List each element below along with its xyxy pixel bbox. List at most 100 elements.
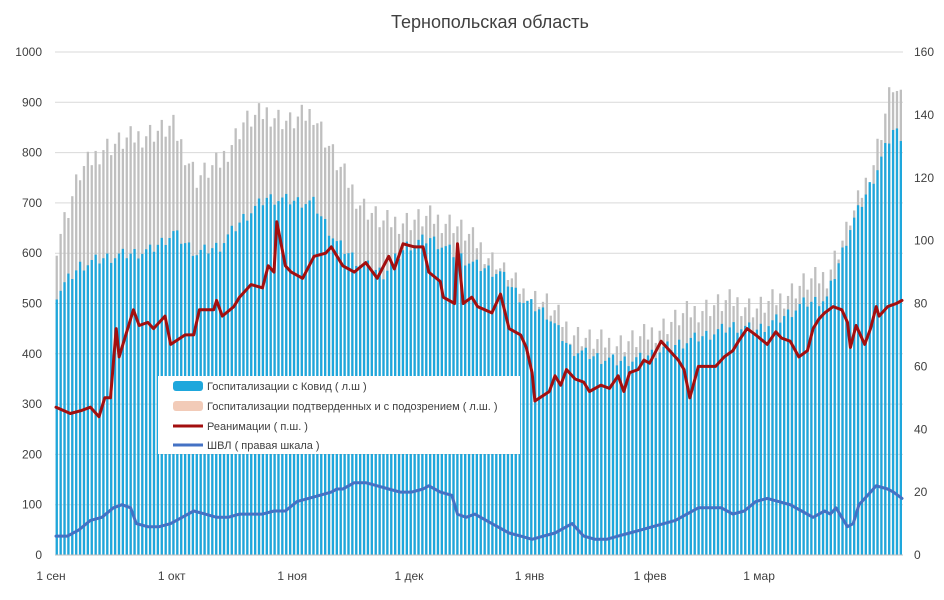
covid-bar	[565, 342, 568, 555]
legend-label-reanimation: Реанимации ( п.ш. )	[207, 421, 308, 433]
covid-bar	[748, 322, 751, 555]
legend-swatch-suspected	[173, 401, 203, 411]
covid-bar	[596, 353, 599, 555]
legend-label-ventilation: ШВЛ ( правая шкала )	[207, 440, 320, 452]
y-right-tick-label: 80	[914, 297, 928, 311]
covid-bar	[853, 217, 856, 555]
covid-bar	[654, 358, 657, 555]
covid-bar	[899, 141, 902, 555]
covid-bar	[864, 194, 867, 555]
x-tick-label: 1 окт	[158, 569, 186, 583]
covid-bar	[569, 344, 572, 555]
x-tick-label: 1 дек	[395, 569, 425, 583]
covid-bar	[860, 206, 864, 555]
covid-bar	[759, 323, 762, 555]
covid-bar	[576, 353, 580, 555]
covid-bar	[312, 196, 315, 555]
covid-bar	[572, 356, 576, 555]
legend-swatch-covid	[173, 381, 203, 391]
x-tick-label: 1 ноя	[277, 569, 307, 583]
covid-bar	[728, 327, 731, 555]
covid-bar	[716, 329, 720, 555]
covid-bar	[650, 349, 654, 555]
covid-bar	[530, 299, 533, 555]
y-left-tick-label: 300	[22, 397, 42, 411]
covid-bar	[63, 282, 66, 555]
covid-bar	[895, 128, 899, 555]
covid-bar	[537, 309, 541, 555]
x-tick-label: 1 фев	[634, 569, 667, 583]
covid-bar	[642, 361, 646, 555]
covid-bar	[635, 357, 638, 555]
y-right-tick-label: 160	[914, 45, 934, 59]
covid-bar	[845, 245, 848, 555]
covid-bar	[110, 262, 113, 555]
ventilation-line	[54, 481, 904, 541]
covid-bar	[709, 339, 712, 555]
y-right-tick-label: 20	[914, 485, 928, 499]
covid-bar	[712, 334, 716, 555]
covid-bar	[837, 263, 840, 555]
covid-bar	[534, 311, 537, 555]
y-left-tick-label: 800	[22, 146, 42, 160]
y-right-tick-label: 40	[914, 422, 928, 436]
covid-bar	[884, 143, 887, 555]
covid-bar	[685, 343, 689, 555]
covid-bar	[604, 360, 607, 555]
covid-bar	[814, 296, 817, 555]
legend-box	[158, 376, 520, 454]
covid-bar	[888, 143, 891, 555]
covid-bar	[137, 258, 140, 555]
covid-bar	[821, 301, 825, 555]
covid-bar	[880, 156, 883, 555]
covid-bar	[55, 299, 58, 555]
covid-bar	[693, 332, 696, 555]
y-left-tick-label: 600	[22, 246, 42, 260]
covid-bar	[125, 258, 128, 555]
y-left-tick-label: 700	[22, 196, 42, 210]
covid-bar	[798, 304, 801, 555]
covid-bar	[825, 296, 829, 555]
covid-bar	[779, 322, 782, 555]
covid-bar	[639, 352, 642, 555]
covid-bar	[71, 279, 74, 555]
suspected-bars	[55, 87, 902, 556]
covid-bar	[600, 364, 603, 555]
covid-bar	[541, 307, 545, 555]
legend-label-suspected: Госпитализации подтверденных и с подозре…	[207, 401, 498, 413]
covid-bar	[701, 336, 704, 555]
covid-bar	[580, 350, 584, 555]
y-right-tick-label: 100	[914, 234, 934, 248]
chart-title: Тернопольская область	[391, 12, 589, 32]
covid-bar	[802, 297, 805, 555]
covid-bars	[55, 128, 902, 556]
legend-item-suspected: Госпитализации подтверденных и с подозре…	[173, 401, 498, 413]
y-right-tick-label: 60	[914, 359, 928, 373]
covid-bar	[786, 309, 790, 555]
covid-bar	[631, 361, 634, 555]
covid-bar	[751, 333, 755, 555]
covid-bar	[810, 301, 813, 555]
covid-bar	[141, 253, 144, 555]
y-left-tick-label: 900	[22, 95, 42, 109]
covid-bar	[646, 355, 650, 555]
covid-bar	[790, 317, 794, 555]
covid-bar	[658, 352, 661, 555]
covid-bar	[674, 344, 677, 555]
y-left-tick-label: 400	[22, 347, 42, 361]
covid-bar	[78, 261, 82, 555]
covid-bar	[732, 322, 735, 555]
covid-bar	[522, 302, 525, 555]
legend-item-covid: Госпитализации с Ковид ( л.ш )	[173, 381, 367, 393]
covid-bar	[94, 254, 97, 556]
covid-bar	[868, 182, 871, 556]
covid-bar	[876, 170, 879, 555]
covid-bar	[763, 332, 766, 555]
covid-bar	[775, 314, 778, 555]
covid-bar	[666, 341, 669, 555]
legend: Госпитализации с Ковид ( л.ш ) Госпитали…	[158, 376, 520, 454]
reanimation-line	[54, 220, 904, 419]
y-right-tick-label: 120	[914, 171, 934, 185]
covid-bar	[771, 320, 774, 555]
covid-bar	[818, 306, 821, 555]
